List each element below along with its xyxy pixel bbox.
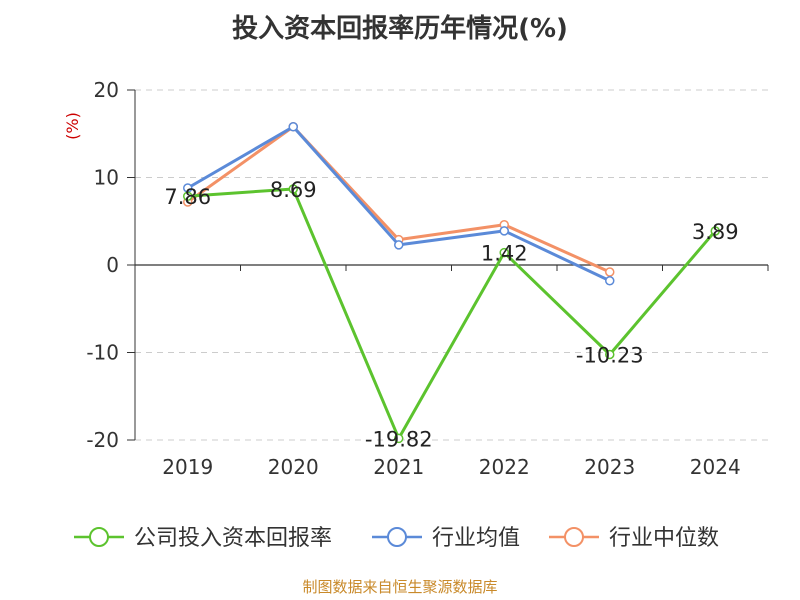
x-tick-label: 2020 xyxy=(268,455,319,479)
y-tick-label: -20 xyxy=(86,428,119,452)
y-axis-label: (%) xyxy=(63,112,82,140)
x-tick-label: 2021 xyxy=(373,455,424,479)
legend-marker[interactable] xyxy=(387,527,407,547)
data-point[interactable] xyxy=(605,267,615,277)
source-footer: 制图数据来自恒生聚源数据库 xyxy=(302,578,498,596)
y-tick-label: -10 xyxy=(86,341,119,365)
data-point[interactable] xyxy=(288,184,298,194)
data-point[interactable] xyxy=(605,276,615,286)
data-label: 1.42 xyxy=(481,242,528,266)
legend-label[interactable]: 行业均值 xyxy=(432,526,520,551)
data-label: 3.89 xyxy=(692,220,739,244)
data-label: 7.86 xyxy=(164,185,211,209)
series-line xyxy=(187,187,717,440)
series-line xyxy=(186,125,611,283)
data-point[interactable] xyxy=(499,226,509,236)
data-label: 8.69 xyxy=(270,178,317,202)
data-label: -19.82 xyxy=(365,427,433,451)
x-tick-label: 2019 xyxy=(162,455,213,479)
data-point[interactable] xyxy=(394,240,404,250)
y-tick-label: 0 xyxy=(106,253,119,277)
data-point[interactable] xyxy=(605,349,615,360)
y-tick-label: 20 xyxy=(94,78,119,102)
y-tick-label: 10 xyxy=(94,166,119,190)
legend-marker[interactable] xyxy=(89,527,109,547)
data-point[interactable] xyxy=(183,191,193,201)
chart-title: 投入资本回报率历年情况(%) xyxy=(232,14,568,44)
legend-label[interactable]: 行业中位数 xyxy=(609,526,719,551)
legend-marker[interactable] xyxy=(564,527,584,547)
data-point[interactable] xyxy=(710,226,720,236)
legend-label[interactable]: 公司投入资本回报率 xyxy=(134,526,332,551)
data-point[interactable] xyxy=(288,122,298,132)
x-tick-label: 2024 xyxy=(690,455,741,479)
x-tick-label: 2022 xyxy=(479,455,530,479)
data-label: -10.23 xyxy=(576,344,644,368)
data-point[interactable] xyxy=(394,433,404,444)
x-tick-label: 2023 xyxy=(584,455,635,479)
data-point[interactable] xyxy=(499,247,509,258)
